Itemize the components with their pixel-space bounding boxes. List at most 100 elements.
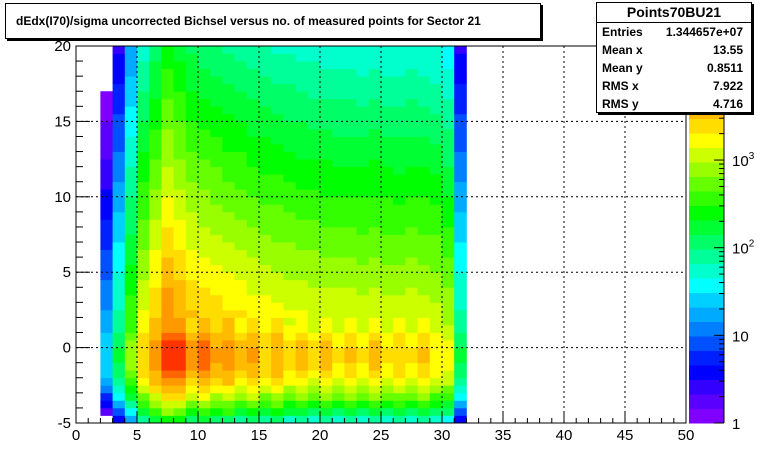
heatmap-cell <box>344 204 357 213</box>
heatmap-cell <box>185 302 199 311</box>
heatmap-cell <box>381 91 394 100</box>
heatmap-cell <box>161 294 174 303</box>
heatmap-cell <box>124 400 138 409</box>
heatmap-cell <box>307 83 321 92</box>
heatmap-cell <box>234 249 248 258</box>
heatmap-cell <box>344 407 357 416</box>
x-tick-label: 45 <box>617 427 634 444</box>
heatmap-cell <box>320 189 333 198</box>
heatmap-cell <box>405 272 418 281</box>
heatmap-cell <box>405 347 418 356</box>
heatmap-cell <box>307 264 321 273</box>
heatmap-cell <box>198 219 211 228</box>
heatmap-cell <box>149 53 162 62</box>
heatmap-cell <box>454 136 467 145</box>
heatmap-cell <box>271 347 284 356</box>
heatmap-cell <box>100 302 113 311</box>
heatmap-cell <box>417 362 431 371</box>
heatmap-cell <box>198 226 211 235</box>
heatmap-cell <box>405 68 418 77</box>
plot-title-box: dEdx(I70)/sigma uncorrected Bichsel vers… <box>5 3 541 39</box>
heatmap-cell <box>344 370 357 379</box>
heatmap-cell <box>185 340 199 348</box>
color-scale-swatch <box>689 133 724 148</box>
heatmap-cell <box>405 181 418 190</box>
heatmap-cell <box>259 151 272 160</box>
heatmap-cell <box>173 151 187 160</box>
heatmap-cell <box>307 211 321 220</box>
heatmap-cell <box>405 151 418 160</box>
heatmap-cell <box>234 257 248 266</box>
heatmap-cell <box>271 46 284 54</box>
heatmap-cell <box>198 385 211 394</box>
heatmap-cell <box>124 91 138 100</box>
heatmap-cell <box>173 234 187 243</box>
heatmap-cell <box>454 196 467 205</box>
heatmap-cell <box>185 400 199 409</box>
heatmap-cell <box>137 392 150 401</box>
heatmap-cell <box>368 392 382 401</box>
heatmap-cell <box>320 385 333 394</box>
heatmap-cell <box>161 287 174 296</box>
heatmap-cell <box>198 68 211 77</box>
heatmap-cell <box>100 355 113 364</box>
heatmap-cell <box>234 294 248 303</box>
heatmap-cell <box>295 242 309 250</box>
heatmap-cell <box>173 226 187 235</box>
heatmap-cell <box>161 91 174 100</box>
heatmap-cell <box>100 234 113 243</box>
heatmap-cell <box>393 181 406 190</box>
heatmap-cell <box>112 385 126 394</box>
heatmap-cell <box>405 355 418 364</box>
heatmap-cell <box>417 317 431 326</box>
heatmap-cell <box>405 113 418 122</box>
heatmap-cell <box>210 98 223 107</box>
heatmap-cell <box>344 196 357 205</box>
heatmap-cell <box>137 287 150 296</box>
heatmap-cell <box>307 324 321 333</box>
heatmap-cell <box>393 234 406 243</box>
heatmap-cell <box>124 136 138 145</box>
heatmap-cell <box>405 242 418 250</box>
heatmap-cell <box>222 113 235 122</box>
heatmap-cell <box>137 362 150 371</box>
heatmap-cell <box>259 159 272 168</box>
heatmap-cell <box>173 400 187 409</box>
heatmap-cell <box>295 249 309 258</box>
heatmap-cell <box>454 302 467 311</box>
heatmap-cell <box>393 264 406 273</box>
heatmap-cell <box>320 128 333 137</box>
heatmap-cell <box>307 407 321 416</box>
heatmap-cell <box>173 415 187 424</box>
heatmap-cell <box>429 219 443 228</box>
heatmap-cell <box>149 287 162 296</box>
heatmap-cell <box>185 76 199 85</box>
heatmap-cell <box>442 196 455 205</box>
heatmap-cell <box>112 264 126 273</box>
heatmap-cell <box>198 166 211 175</box>
heatmap-cell <box>173 159 187 168</box>
heatmap-cell <box>173 257 187 266</box>
heatmap-cell <box>271 415 284 424</box>
heatmap-cell <box>210 287 223 296</box>
heatmap-cell <box>320 113 333 122</box>
heatmap-cell <box>442 53 455 62</box>
heatmap-cell <box>295 226 309 235</box>
heatmap-cell <box>393 324 406 333</box>
heatmap-cell <box>210 211 223 220</box>
heatmap-cell <box>307 68 321 77</box>
heatmap-cell <box>381 144 394 152</box>
heatmap-cell <box>405 159 418 168</box>
heatmap-cell <box>307 98 321 107</box>
heatmap-cell <box>283 211 296 220</box>
heatmap-cell <box>356 166 370 175</box>
heatmap-cell <box>344 287 357 296</box>
heatmap-cell <box>198 151 211 160</box>
heatmap-cell <box>161 264 174 273</box>
heatmap-cell <box>283 377 296 386</box>
heatmap-cell <box>271 91 284 100</box>
heatmap-cell <box>381 196 394 205</box>
heatmap-cell <box>112 415 126 424</box>
heatmap-cell <box>295 392 309 401</box>
heatmap-cell <box>173 362 187 371</box>
